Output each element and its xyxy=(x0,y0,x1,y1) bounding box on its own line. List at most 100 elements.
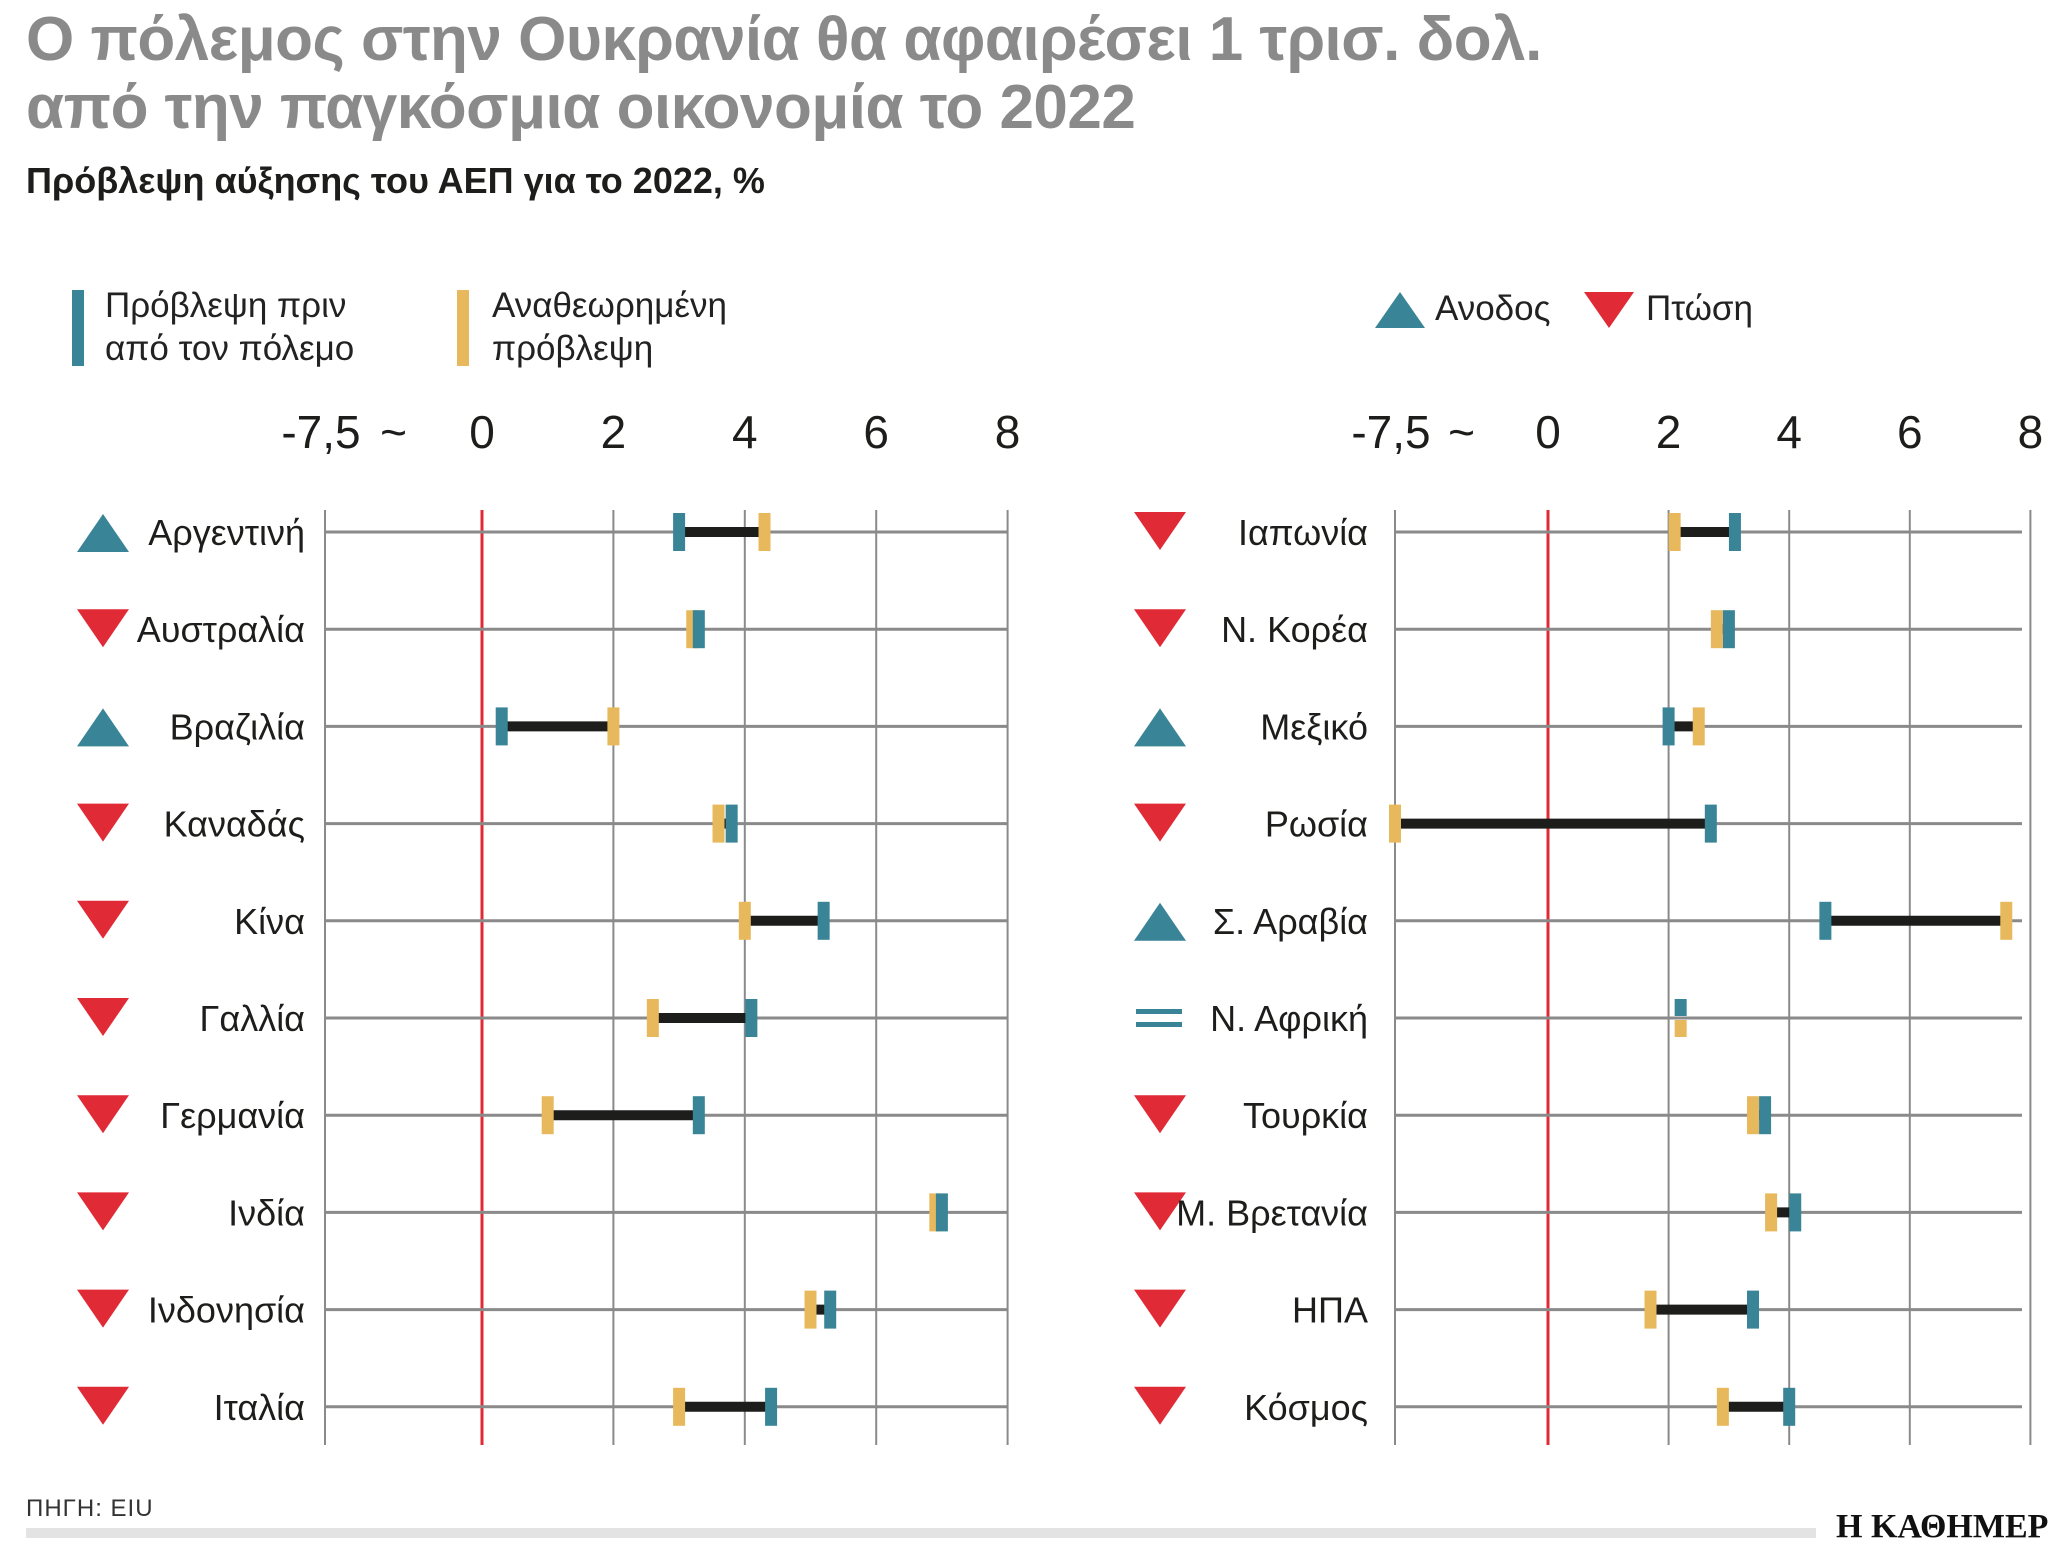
trend-up-icon xyxy=(1134,902,1186,941)
x-tick-label: 6 xyxy=(1897,406,1923,458)
marker-before xyxy=(495,707,508,746)
row-Ν. Κορέα: Ν. Κορέα xyxy=(1134,609,2022,650)
country-label: Καναδάς xyxy=(164,804,305,845)
marker-before xyxy=(1783,1387,1796,1426)
marker-before xyxy=(725,804,738,843)
trend-down-icon xyxy=(77,900,129,939)
trend-down-icon xyxy=(1134,803,1186,842)
country-label: Αργεντινή xyxy=(148,512,305,553)
row-Ρωσία: Ρωσία xyxy=(1134,803,2022,845)
marker-revised xyxy=(541,1096,554,1135)
country-label: Γαλλία xyxy=(200,998,305,1039)
marker-revised xyxy=(1644,1290,1657,1329)
marker-before xyxy=(1819,901,1832,940)
legend-revised-line-1: Αναθεωρημένη xyxy=(492,286,727,325)
trend-down-icon xyxy=(1134,512,1186,550)
country-label: Κίνα xyxy=(234,901,305,942)
country-label: Ρωσία xyxy=(1265,804,1368,845)
row-Γερμανία: Γερμανία xyxy=(77,1095,1008,1136)
trend-down-icon xyxy=(77,998,129,1036)
row-Σ. Αραβία: Σ. Αραβία xyxy=(1134,901,2022,942)
brand-logo: Η ΚΑΘΗΜΕΡΙΝΗ xyxy=(1836,1508,2048,1545)
x-tick-label: 0 xyxy=(1535,406,1561,458)
marker-before xyxy=(1704,804,1717,843)
marker-revised xyxy=(2000,901,2013,940)
country-label: ΗΠΑ xyxy=(1292,1290,1368,1331)
country-label: Ινδονησία xyxy=(148,1290,305,1331)
marker-revised xyxy=(758,513,771,551)
country-label: Ιαπωνία xyxy=(1238,512,1368,553)
x-tick-label: -7,5 xyxy=(281,406,360,458)
marker-revised xyxy=(1716,1387,1729,1426)
x-tick-label: 2 xyxy=(1656,406,1682,458)
marker-revised xyxy=(1668,513,1681,551)
trend-down-icon xyxy=(1134,1192,1186,1231)
row-ΗΠΑ: ΗΠΑ xyxy=(1134,1289,2022,1331)
marker-before xyxy=(765,1387,778,1426)
trend-down-icon xyxy=(77,1386,129,1425)
marker-before xyxy=(935,1193,948,1232)
x-tick-label: 8 xyxy=(995,406,1021,458)
legend-before-line-1: Πρόβλεψη πριν xyxy=(105,286,347,325)
x-tick-label: 4 xyxy=(732,406,758,458)
country-label: Κόσμος xyxy=(1244,1387,1368,1428)
trend-down-icon xyxy=(1134,609,1186,648)
legend-swatch-before xyxy=(72,290,84,366)
panel-2: -7,5 ~0 2 4 6 8 Ιαπωνία Ν. Κορέα Μεξικό Ρωσία Σ. Α… xyxy=(1134,406,2043,1445)
row-Ιταλία: Ιταλία xyxy=(77,1386,1008,1428)
country-label: Ν. Αφρική xyxy=(1210,998,1368,1039)
country-label: Ινδία xyxy=(228,1192,305,1233)
source-note: ΠΗΓΗ: EIU xyxy=(26,1495,154,1522)
trend-up-icon xyxy=(77,708,129,747)
marker-before xyxy=(1662,707,1675,746)
row-Ιαπωνία: Ιαπωνία xyxy=(1134,512,2022,553)
row-Βραζιλία: Βραζιλία xyxy=(77,706,1008,747)
country-label: Αυστραλία xyxy=(137,609,305,650)
marker-before xyxy=(745,999,758,1037)
trend-down-icon xyxy=(77,609,129,648)
row-Καναδάς: Καναδάς xyxy=(77,803,1008,845)
country-label: Βραζιλία xyxy=(170,706,305,747)
row-Τουρκία: Τουρκία xyxy=(1134,1095,2022,1136)
marker-before xyxy=(1722,610,1735,649)
legend-label-up: Ανοδος xyxy=(1435,289,1551,328)
panel-1: -7,5 ~0 2 4 6 8 Αργεντινή Αυστραλία Βραζιλία Κανα… xyxy=(77,406,1020,1445)
row-Αυστραλία: Αυστραλία xyxy=(77,609,1008,650)
marker-before xyxy=(1747,1290,1760,1329)
marker-revised xyxy=(1710,610,1723,649)
legend-down-icon xyxy=(1584,292,1634,328)
marker-before xyxy=(1674,999,1687,1016)
row-Γαλλία: Γαλλία xyxy=(77,998,1008,1039)
trend-down-icon xyxy=(1134,1095,1186,1134)
country-label: Γερμανία xyxy=(160,1095,305,1136)
marker-revised xyxy=(1747,1096,1760,1135)
trend-down-icon xyxy=(77,803,129,842)
marker-revised xyxy=(673,1387,686,1426)
country-label: Μ. Βρετανία xyxy=(1176,1192,1368,1233)
marker-revised xyxy=(804,1290,817,1329)
trend-down-icon xyxy=(77,1095,129,1134)
x-tick-label: -7,5 xyxy=(1351,406,1430,458)
marker-revised xyxy=(1674,1020,1687,1037)
x-tick-label: 2 xyxy=(601,406,627,458)
legend-label-down: Πτώση xyxy=(1646,289,1753,328)
marker-revised xyxy=(646,999,659,1037)
marker-revised xyxy=(712,804,725,843)
trend-down-icon xyxy=(1134,1289,1186,1328)
footer-divider xyxy=(26,1528,1816,1538)
marker-before xyxy=(817,901,830,940)
trend-equal-icon xyxy=(1136,1009,1182,1014)
marker-before xyxy=(1789,1193,1802,1232)
marker-revised xyxy=(1389,804,1401,843)
row-Κίνα: Κίνα xyxy=(77,900,1008,942)
x-tick-label: 8 xyxy=(2018,406,2044,458)
title-line-1: Ο πόλεμος στην Ουκρανία θα αφαιρέσει 1 τ… xyxy=(26,5,1542,74)
chart-title: Ο πόλεμος στην Ουκρανία θα αφαιρέσει 1 τ… xyxy=(26,6,2026,142)
trend-down-icon xyxy=(1134,1386,1186,1425)
legend-swatch-revised xyxy=(457,290,469,366)
row-Μεξικό: Μεξικό xyxy=(1134,706,2022,747)
marker-revised xyxy=(1692,707,1705,746)
marker-before xyxy=(692,610,705,649)
x-tick-label: 6 xyxy=(863,406,889,458)
row-Ινδονησία: Ινδονησία xyxy=(77,1289,1008,1331)
